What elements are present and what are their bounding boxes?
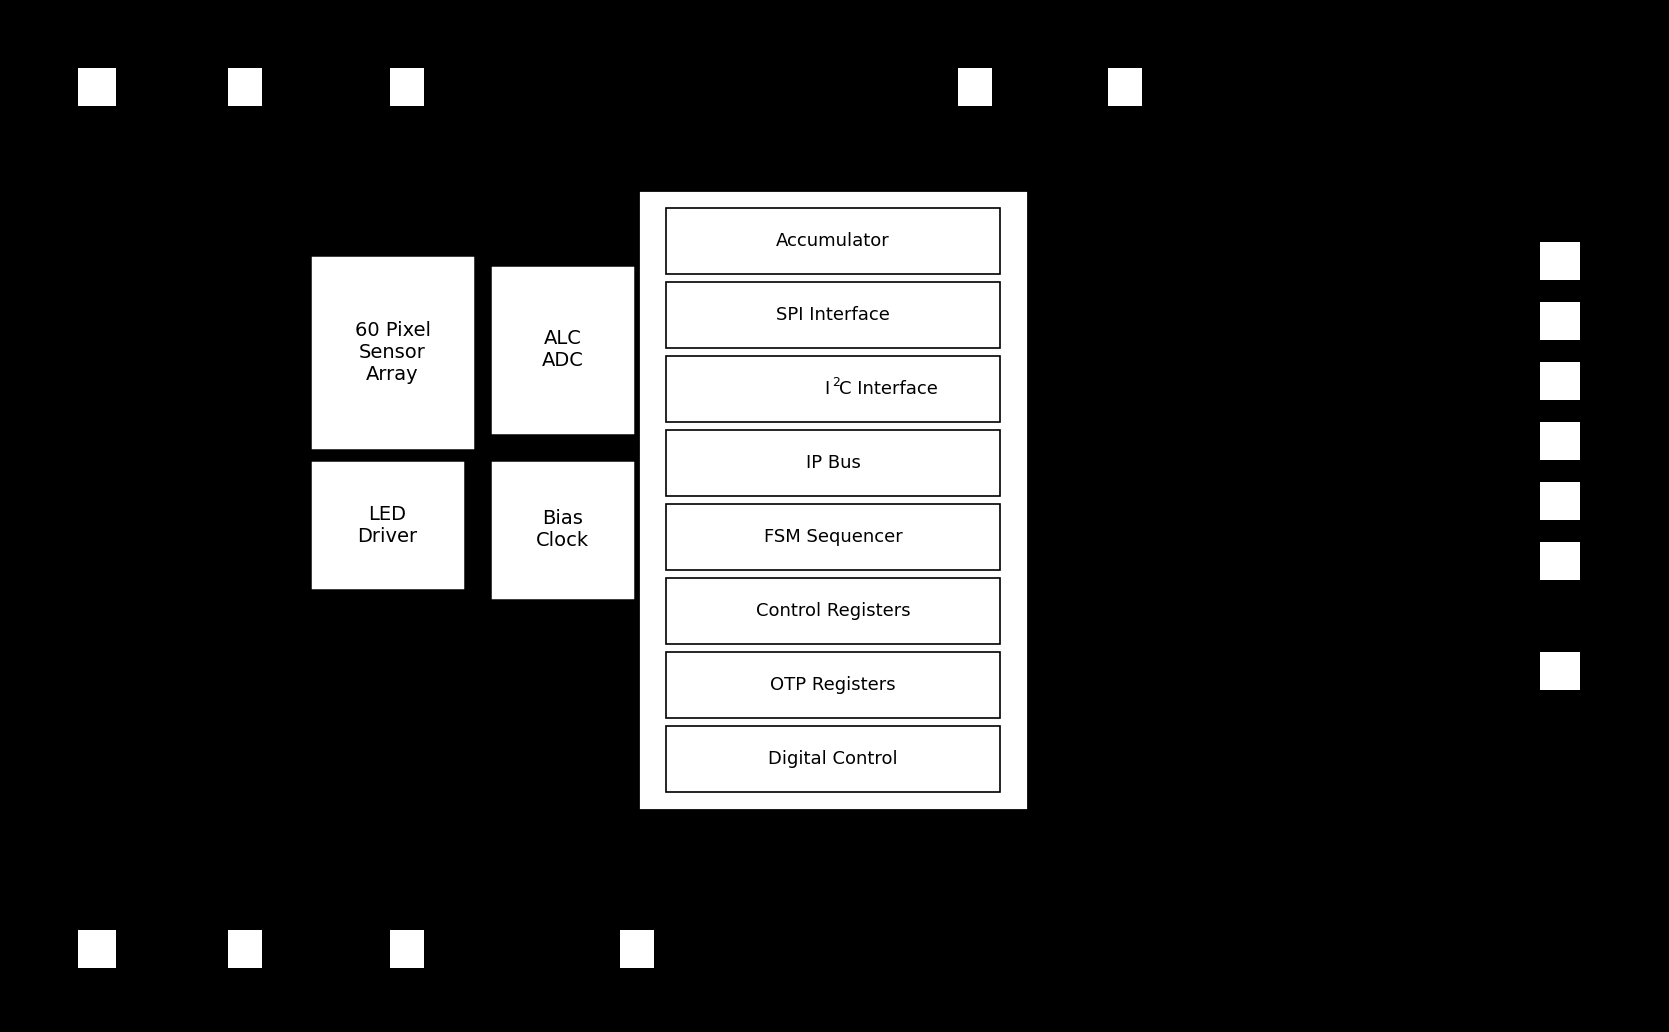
Text: FSM Sequencer: FSM Sequencer xyxy=(764,528,903,546)
Text: C Interface: C Interface xyxy=(840,380,938,398)
Bar xyxy=(666,282,1000,348)
Bar xyxy=(1108,68,1142,106)
Text: 2: 2 xyxy=(833,376,840,388)
Bar xyxy=(1540,652,1581,690)
Bar xyxy=(666,504,1000,570)
Bar xyxy=(310,255,476,450)
Bar xyxy=(310,460,466,590)
Text: I: I xyxy=(824,380,829,398)
Text: 60 Pixel
Sensor
Array: 60 Pixel Sensor Array xyxy=(354,321,431,384)
Bar xyxy=(491,265,634,436)
Bar xyxy=(958,68,991,106)
Bar xyxy=(491,460,634,600)
Text: OTP Registers: OTP Registers xyxy=(769,676,896,694)
Bar xyxy=(666,208,1000,275)
Bar xyxy=(229,930,262,968)
Bar xyxy=(1540,482,1581,520)
Bar xyxy=(78,930,117,968)
Bar xyxy=(391,68,424,106)
Bar xyxy=(391,930,424,968)
Text: Digital Control: Digital Control xyxy=(768,750,898,768)
Bar xyxy=(229,68,262,106)
Bar xyxy=(666,652,1000,718)
Bar xyxy=(1540,542,1581,580)
Text: IP Bus: IP Bus xyxy=(806,454,861,472)
Text: SPI Interface: SPI Interface xyxy=(776,307,890,324)
Bar xyxy=(1540,422,1581,460)
Bar xyxy=(666,356,1000,422)
Text: ALC
ADC: ALC ADC xyxy=(541,329,584,370)
Text: Bias
Clock: Bias Clock xyxy=(536,510,589,550)
Bar xyxy=(619,930,654,968)
Text: Accumulator: Accumulator xyxy=(776,232,890,250)
Text: Control Registers: Control Registers xyxy=(756,602,910,620)
Bar xyxy=(666,430,1000,496)
Bar xyxy=(666,578,1000,644)
Bar xyxy=(1540,241,1581,280)
Bar xyxy=(666,725,1000,792)
Bar xyxy=(638,190,1028,810)
Bar xyxy=(1540,302,1581,340)
Bar xyxy=(1540,362,1581,400)
Text: LED
Driver: LED Driver xyxy=(357,505,417,546)
Bar xyxy=(78,68,117,106)
